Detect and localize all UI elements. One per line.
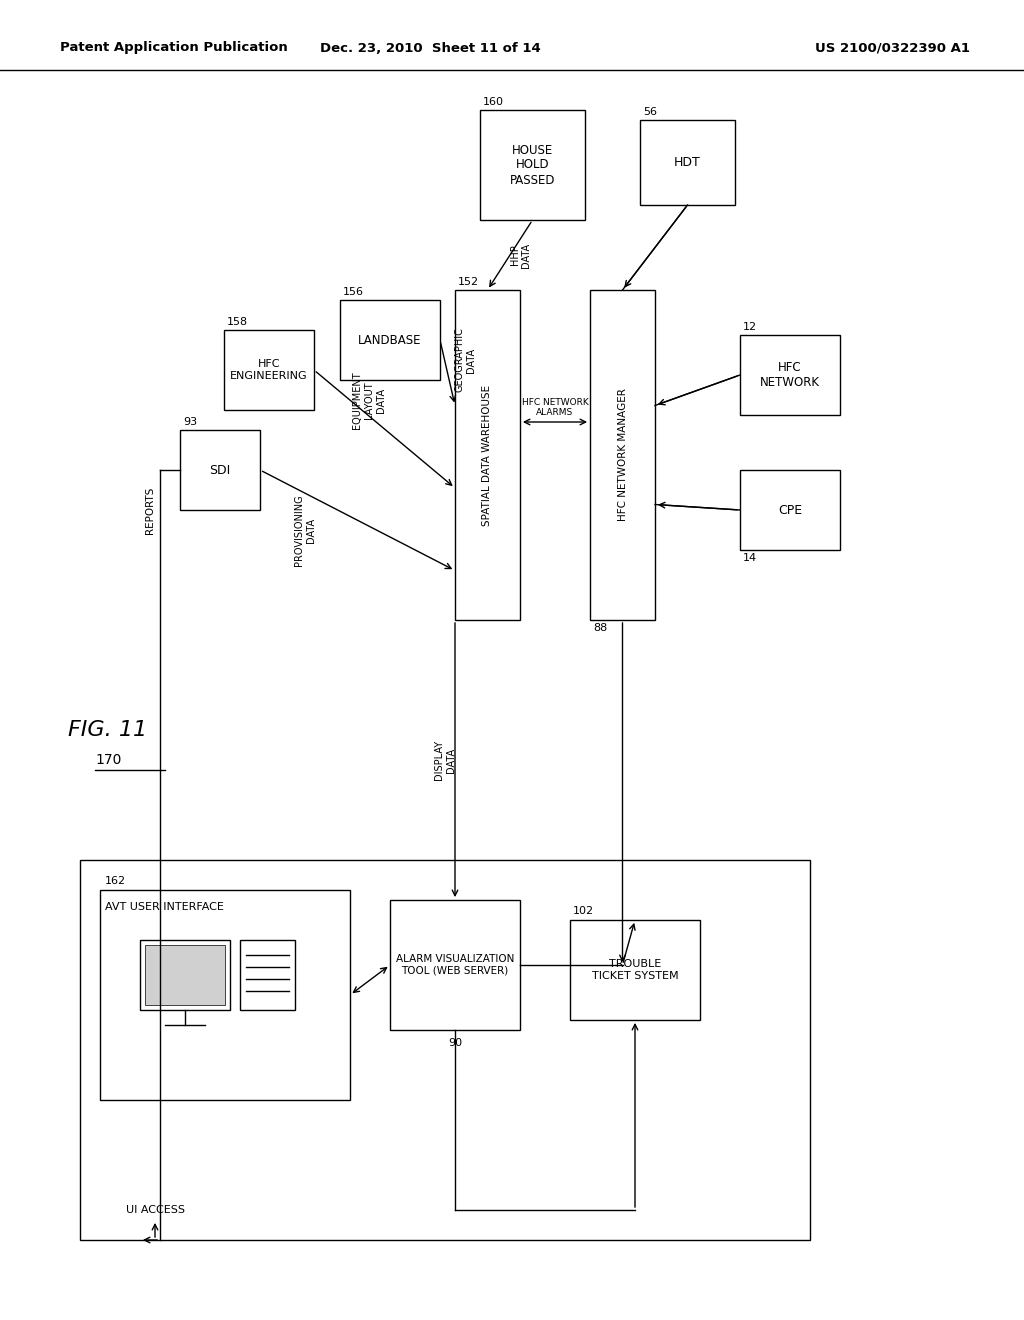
Text: HFC NETWORK MANAGER: HFC NETWORK MANAGER (617, 388, 628, 521)
Text: LANDBASE: LANDBASE (358, 334, 422, 346)
Text: AVT USER INTERFACE: AVT USER INTERFACE (105, 902, 224, 912)
Bar (455, 290, 520, 620)
Text: 162: 162 (105, 876, 126, 886)
Bar (390, 900, 520, 1030)
Text: 170: 170 (95, 752, 122, 767)
Bar (480, 110, 585, 220)
Bar (340, 300, 440, 380)
Text: 12: 12 (743, 322, 757, 333)
Text: 93: 93 (183, 417, 198, 426)
Text: 158: 158 (227, 317, 248, 327)
Text: Dec. 23, 2010  Sheet 11 of 14: Dec. 23, 2010 Sheet 11 of 14 (319, 41, 541, 54)
Bar (240, 940, 295, 1010)
Text: HFC NETWORK
ALARMS: HFC NETWORK ALARMS (521, 397, 589, 417)
Text: HOUSE
HOLD
PASSED: HOUSE HOLD PASSED (510, 144, 555, 186)
Text: 14: 14 (743, 553, 757, 564)
Bar (80, 861, 810, 1239)
Text: 90: 90 (447, 1038, 462, 1048)
Text: SDI: SDI (209, 463, 230, 477)
Text: 156: 156 (343, 286, 364, 297)
Bar (224, 330, 314, 411)
Text: HDT: HDT (674, 156, 700, 169)
Text: FIG. 11: FIG. 11 (68, 719, 147, 741)
Text: EQUIPMENT
LAYOUT
DATA: EQUIPMENT LAYOUT DATA (352, 371, 386, 429)
Bar (180, 430, 260, 510)
Text: CPE: CPE (778, 503, 802, 516)
Text: SPATIAL DATA WAREHOUSE: SPATIAL DATA WAREHOUSE (482, 384, 493, 525)
Text: 102: 102 (573, 906, 594, 916)
Text: HFC
NETWORK: HFC NETWORK (760, 360, 820, 389)
Bar (640, 120, 735, 205)
Text: 88: 88 (593, 623, 607, 634)
Text: HHP
DATA: HHP DATA (510, 243, 531, 268)
Text: PROVISIONING
DATA: PROVISIONING DATA (294, 494, 315, 566)
Text: UI ACCESS: UI ACCESS (126, 1205, 184, 1214)
Text: 152: 152 (458, 277, 479, 286)
Text: REPORTS: REPORTS (145, 486, 155, 533)
Text: 56: 56 (643, 107, 657, 117)
Text: DISPLAY
DATA: DISPLAY DATA (434, 741, 456, 780)
Bar (100, 890, 350, 1100)
Text: Patent Application Publication: Patent Application Publication (60, 41, 288, 54)
Text: GEOGRAPHIC
DATA: GEOGRAPHIC DATA (455, 327, 476, 392)
Bar (740, 335, 840, 414)
Text: US 2100/0322390 A1: US 2100/0322390 A1 (815, 41, 970, 54)
Bar (145, 945, 225, 1005)
Text: ALARM VISUALIZATION
TOOL (WEB SERVER): ALARM VISUALIZATION TOOL (WEB SERVER) (396, 954, 514, 975)
Text: HFC
ENGINEERING: HFC ENGINEERING (230, 359, 308, 380)
Bar (590, 290, 655, 620)
Bar (570, 920, 700, 1020)
Text: 160: 160 (483, 96, 504, 107)
Text: TROUBLE
TICKET SYSTEM: TROUBLE TICKET SYSTEM (592, 960, 678, 981)
Bar (740, 470, 840, 550)
Bar (140, 940, 230, 1010)
